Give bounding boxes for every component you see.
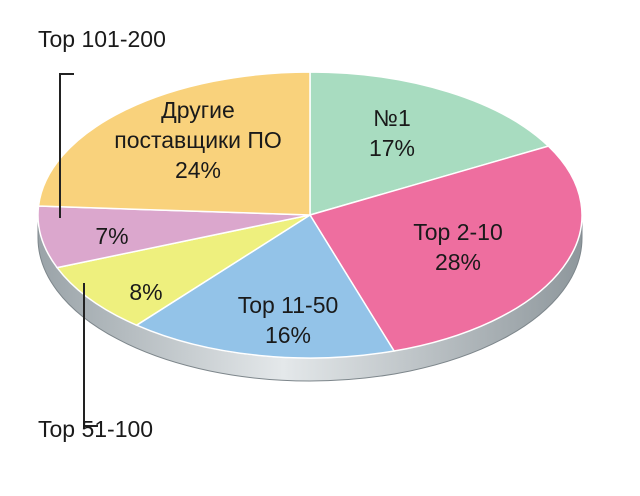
category-label: Другие поставщики ПО (114, 97, 282, 153)
category-label: №1 (373, 105, 411, 131)
pie-slice (308, 145, 583, 352)
outside-label: Top 101-200 (38, 26, 166, 52)
value-label: 24% (174, 157, 222, 183)
slice-label: Top 2-10 28% (388, 217, 528, 277)
slice-label: Другие поставщики ПО 24% (98, 95, 298, 185)
slice-label: 7% (72, 221, 152, 251)
pie-slice (135, 213, 396, 359)
value-label: 17% (368, 135, 416, 161)
leader-line (59, 73, 74, 218)
category-label: Top 11-50 (237, 292, 339, 318)
value-label: 7% (95, 223, 129, 249)
pie-slice (37, 205, 311, 269)
pie-slice (309, 71, 550, 216)
pie-slice (37, 71, 311, 216)
value-label: 28% (434, 249, 482, 275)
leader-line (83, 283, 98, 427)
pie-slice (55, 214, 311, 327)
slice-label: 8% (106, 277, 186, 307)
category-label: Top 2-10 (413, 219, 503, 245)
value-label: 16% (264, 322, 312, 348)
slices (37, 71, 583, 359)
slice-label: Top 11-50 16% (208, 290, 368, 350)
slice-label: №1 17% (332, 103, 452, 163)
value-label: 8% (129, 279, 163, 305)
outside-label: Top 51-100 (38, 416, 154, 442)
